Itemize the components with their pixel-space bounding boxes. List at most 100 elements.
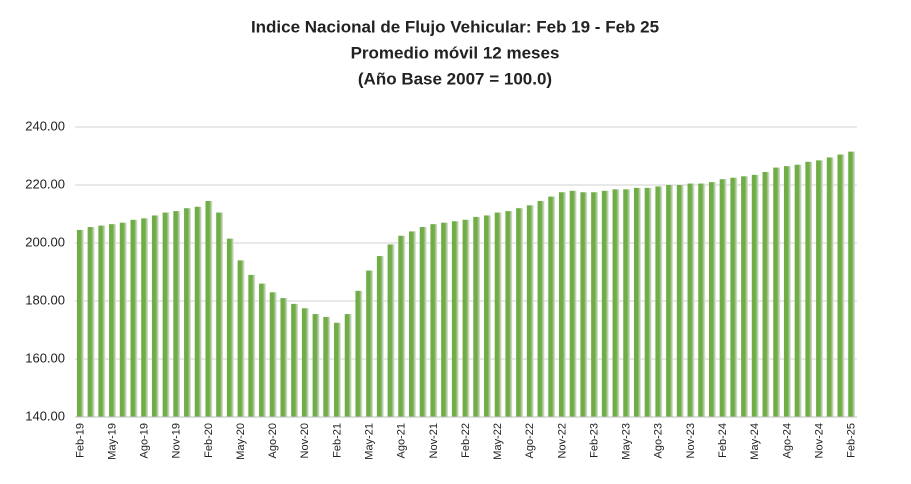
x-tick-label: Feb-23 <box>588 423 600 458</box>
bar <box>312 314 320 417</box>
x-tick-label: May-24 <box>749 423 761 460</box>
bar <box>741 176 748 417</box>
y-tick-label: 160.00 <box>25 350 65 365</box>
bar <box>130 219 138 417</box>
bar <box>687 183 695 417</box>
x-tick-label: Ago-20 <box>267 423 279 458</box>
bar <box>558 192 566 417</box>
bar <box>98 225 106 417</box>
bar <box>280 298 288 417</box>
bar <box>494 212 502 417</box>
x-tick-label: Feb-19 <box>74 423 86 458</box>
bar <box>109 224 116 417</box>
bar <box>87 227 95 417</box>
bar <box>248 274 256 417</box>
bar <box>612 189 620 417</box>
x-tick-label: Nov-19 <box>171 423 183 458</box>
x-tick-label: Feb-22 <box>460 423 472 458</box>
x-tick-label: May-19 <box>106 423 118 460</box>
bar <box>151 215 159 417</box>
bar <box>226 238 234 417</box>
y-tick-label: 140.00 <box>25 408 65 423</box>
bar <box>548 196 556 417</box>
y-tick-label: 240.00 <box>25 118 65 133</box>
bar <box>387 244 395 417</box>
bar <box>633 187 641 417</box>
x-tick-label: Ago-23 <box>653 423 665 458</box>
x-tick-label: Feb-25 <box>846 423 858 458</box>
x-tick-label: Nov-20 <box>299 423 311 458</box>
bar <box>76 229 84 417</box>
bar <box>334 322 341 417</box>
bar <box>848 151 856 417</box>
bar <box>376 256 384 417</box>
bar <box>366 270 374 417</box>
x-tick-label: Ago-19 <box>139 423 151 458</box>
bar <box>119 222 127 417</box>
bar <box>398 235 406 417</box>
bar <box>141 218 149 417</box>
bar <box>751 174 759 417</box>
bar <box>794 164 802 417</box>
x-tick-label: Ago-24 <box>781 423 793 458</box>
bar <box>826 157 834 417</box>
bar <box>591 192 598 417</box>
x-tick-label: Nov-23 <box>685 423 697 458</box>
bar <box>194 206 202 417</box>
bar <box>291 303 299 417</box>
x-tick-label: Nov-24 <box>813 423 825 458</box>
bar <box>805 161 813 417</box>
chart-subtitle: Promedio móvil 12 meses <box>351 43 560 62</box>
bar <box>816 160 823 417</box>
bar <box>344 314 352 417</box>
bar <box>269 292 277 417</box>
bar <box>355 290 363 417</box>
bar <box>419 227 427 417</box>
bar <box>837 154 845 418</box>
x-tick-label: May-23 <box>621 423 633 460</box>
x-tick-label: Nov-21 <box>428 423 440 458</box>
bar <box>783 166 791 417</box>
bar <box>580 192 588 417</box>
x-tick-label: Feb-20 <box>203 423 215 458</box>
bar <box>430 224 438 417</box>
bar <box>473 216 481 417</box>
bar <box>162 212 170 417</box>
bar <box>301 308 309 417</box>
y-tick-label: 180.00 <box>25 292 65 307</box>
bar <box>483 215 491 417</box>
x-tick-label: Ago-22 <box>524 423 536 458</box>
bar <box>505 211 513 417</box>
bar <box>762 171 770 417</box>
bar <box>237 260 245 417</box>
x-tick-label: Ago-21 <box>396 423 408 458</box>
chart-subtitle: (Año Base 2007 = 100.0) <box>358 69 552 88</box>
bar <box>441 222 449 417</box>
y-tick-label: 220.00 <box>25 176 65 191</box>
x-tick-label: May-20 <box>235 423 247 460</box>
bar <box>462 219 470 417</box>
bar <box>173 211 181 417</box>
x-tick-label: May-21 <box>363 423 375 460</box>
bar <box>708 182 716 417</box>
bar <box>526 205 534 417</box>
bar <box>623 189 631 417</box>
x-tick-label: Feb-21 <box>331 423 343 458</box>
bar <box>259 283 266 417</box>
bar <box>537 200 545 417</box>
bar <box>323 316 331 417</box>
x-tick-label: Feb-24 <box>717 423 729 458</box>
bar <box>601 190 609 417</box>
bar <box>516 208 523 417</box>
bar <box>409 231 416 417</box>
y-tick-label: 200.00 <box>25 234 65 249</box>
bar <box>698 183 706 417</box>
bar <box>644 187 652 417</box>
bar <box>666 185 673 417</box>
bar <box>655 186 663 417</box>
x-tick-label: May-22 <box>492 423 504 460</box>
bar <box>569 190 577 417</box>
bar <box>719 179 727 417</box>
bar <box>451 221 459 417</box>
